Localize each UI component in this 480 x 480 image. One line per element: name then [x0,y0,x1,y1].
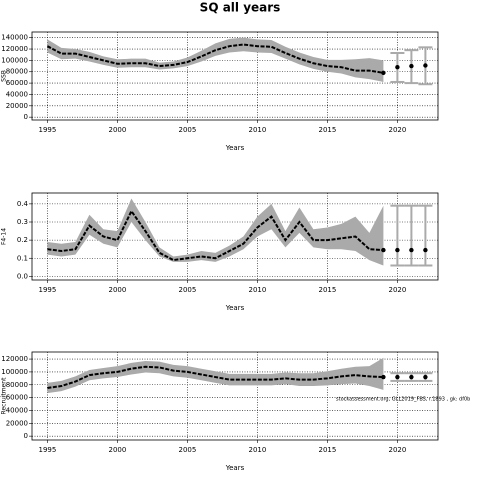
x-tick-label: 2010 [248,446,266,454]
x-tick-label: 1995 [38,286,56,294]
plot-frame [31,192,439,281]
y-tick-label: 0.1 [17,254,28,262]
y-tick-label: 120000 [1,355,28,363]
y-tick-label: 40000 [6,406,28,414]
y-tick-label: 0 [24,113,28,121]
estimate-line [46,43,384,74]
y-tick-label: 100000 [1,368,28,376]
x-tick-label: 2015 [318,126,336,134]
forecast-point [423,247,428,253]
x-tick-label: 2005 [178,286,196,294]
last-point [381,374,386,380]
y-tick-label: 60000 [6,79,28,87]
forecast-point [409,63,414,69]
y-tick-label: 0.3 [17,218,28,226]
y-tick-label: 60000 [6,394,28,402]
x-tick-label: 2005 [178,446,196,454]
x-tick-label: 2015 [318,446,336,454]
estimate-line [47,209,384,262]
x-tick-label: 2020 [388,126,406,134]
y-tick-label: 120000 [1,45,28,53]
x-axis-label: Years [225,464,245,472]
x-tick-label: 2000 [108,286,126,294]
y-axis-label: Recruitment [1,377,8,415]
y-tick-label: 20000 [6,102,28,110]
x-tick-label: 2005 [178,126,196,134]
x-tick-label: 2010 [248,126,266,134]
confidence-band [47,357,384,394]
forecast-point [395,247,400,253]
y-axis-label: SSB [1,70,8,82]
x-axis-label: Years [225,304,245,312]
forecast-point [409,374,414,380]
y-tick-label: 40000 [6,90,28,98]
x-tick-label: 2020 [388,286,406,294]
x-tick-label: 2000 [108,126,126,134]
forecast-point [395,65,400,70]
y-tick-label: 100000 [1,56,28,64]
forecast-point [423,374,428,380]
y-tick-label: 0.0 [17,272,28,280]
y-tick-label: 0 [24,432,28,440]
x-tick-label: 2000 [108,446,126,454]
y-tick-label: 0.4 [17,200,29,208]
last-point [381,70,386,76]
confidence-band [47,198,384,266]
plot-frame [31,351,439,441]
forecast-point [409,247,414,253]
annotation: stockassessment.org, GLL2019_FBS, r.1893… [336,397,470,403]
x-tick-label: 1995 [38,126,56,134]
y-tick-label: 80000 [6,381,28,389]
x-tick-label: 2020 [388,446,406,454]
y-tick-label: 20000 [6,419,28,427]
plot-frame [31,31,439,121]
estimate-line [47,365,384,389]
last-point [381,247,386,253]
figure-title: SQ all years [200,1,281,15]
confidence-band [47,37,384,82]
y-tick-label: 140000 [1,34,28,42]
y-tick-label: 0.2 [17,236,28,244]
y-axis-label: F4-14 [1,228,8,245]
x-tick-label: 2015 [318,286,336,294]
x-tick-label: 1995 [38,446,56,454]
y-tick-label: 80000 [6,68,28,76]
x-axis-label: Years [225,144,245,152]
x-tick-label: 2010 [248,286,266,294]
forecast-point [423,63,428,68]
forecast-point [395,374,400,380]
